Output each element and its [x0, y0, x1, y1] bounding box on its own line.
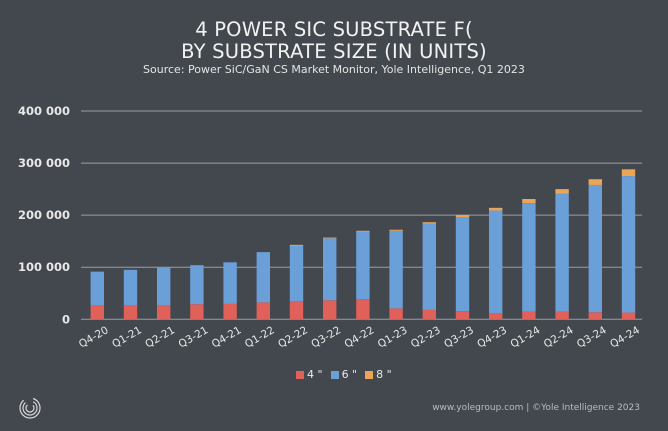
- bar-segment-6in: [356, 231, 370, 300]
- legend-item-6in: 6 ": [330, 368, 358, 381]
- bar-segment-4in: [588, 312, 602, 320]
- footer-credit: www.yolegroup.com | ©Yole Intelligence 2…: [432, 403, 640, 413]
- bar-segment-6in: [522, 203, 536, 312]
- y-tick-label: 0: [62, 312, 70, 326]
- bar-segment-6in: [489, 210, 503, 314]
- bar-segment-8in: [621, 169, 636, 177]
- legend: 4 " 6 " 8 ": [296, 368, 392, 381]
- x-tick-label: Q2-21: [143, 324, 177, 350]
- bar-segment-6in: [455, 216, 470, 312]
- y-tick-label: 300 000: [18, 156, 70, 170]
- x-tick-label: Q3-23: [442, 324, 476, 350]
- x-tick-label: Q2-24: [542, 324, 576, 351]
- bar-segment-4in: [522, 311, 536, 320]
- bar-segment-6in: [90, 271, 104, 305]
- bar-segment-8in: [389, 229, 403, 231]
- bar-segment-8in: [323, 237, 337, 239]
- chart-subtitle: Source: Power SiC/GaN CS Market Monitor,…: [143, 63, 525, 76]
- y-axis-ticks: 0 100 000 200 000 300 000 400 000: [18, 104, 70, 326]
- x-tick-label: Q4-20: [77, 324, 111, 350]
- bar-segment-4in: [356, 299, 370, 320]
- x-tick-label: Q1-23: [376, 324, 410, 350]
- legend-item-8in: 8 ": [365, 368, 392, 381]
- x-tick-label: Q2-23: [409, 324, 443, 350]
- x-tick-label: Q4-23: [475, 324, 509, 350]
- x-tick-label: Q3-22: [309, 324, 343, 350]
- bar-segment-8in: [588, 179, 602, 185]
- legend-swatch-4in: [296, 370, 304, 379]
- legend-label-8in: 8 ": [376, 368, 392, 381]
- bars: [90, 169, 636, 320]
- y-tick-label: 200 000: [18, 208, 70, 222]
- bar-segment-4in: [489, 313, 503, 320]
- bar-segment-4in: [455, 311, 470, 320]
- bar-segment-4in: [389, 308, 403, 320]
- x-axis-ticks: Q4-20 Q1-21 Q2-21 Q3-21 Q4-21 Q1-22 Q2-22 Q3-22…: [77, 324, 642, 351]
- legend-label-6in: 6 ": [341, 368, 358, 381]
- x-tick-label: Q4-24: [608, 324, 642, 351]
- bar-segment-6in: [588, 184, 602, 313]
- bar-segment-6in: [389, 230, 403, 309]
- bar-segment-4in: [123, 304, 138, 320]
- bar-segment-6in: [157, 267, 171, 305]
- bar-segment-6in: [621, 176, 636, 313]
- bar-segment-4in: [289, 301, 304, 320]
- bar-segment-4in: [621, 312, 636, 320]
- bar-segment-4in: [157, 304, 171, 320]
- bar-segment-4in: [422, 309, 436, 320]
- bar-segment-8in: [555, 189, 569, 194]
- x-tick-label: Q1-24: [508, 324, 542, 351]
- y-tick-label: 400 000: [18, 104, 70, 118]
- bar-segment-4in: [323, 300, 337, 320]
- yole-logo-icon: [19, 397, 41, 419]
- x-tick-label: Q3-21: [176, 324, 210, 350]
- bar-segment-4in: [555, 311, 569, 320]
- bar-segment-6in: [223, 262, 237, 304]
- bar-segment-6in: [289, 245, 304, 302]
- bar-segment-6in: [123, 269, 138, 305]
- x-tick-label: Q2-22: [276, 324, 310, 350]
- chart-title-line-1: 4 POWER SIC SUBSTRATE F(: [195, 18, 473, 41]
- bar-segment-4in: [90, 304, 104, 320]
- bar-segment-6in: [256, 252, 270, 303]
- bar-segment-4in: [223, 303, 237, 320]
- legend-item-4in: 4 ": [296, 368, 323, 381]
- bar-segment-8in: [522, 199, 536, 204]
- y-tick-label: 100 000: [18, 260, 70, 274]
- bar-segment-8in: [356, 230, 370, 232]
- bar-segment-6in: [190, 265, 204, 305]
- bar-segment-8in: [489, 207, 503, 211]
- legend-label-4in: 4 ": [307, 368, 323, 381]
- bar-segment-6in: [422, 223, 436, 310]
- x-tick-label: Q4-21: [210, 324, 244, 350]
- chart-title-line-2: BY SUBSTRATE SIZE (IN UNITS): [181, 40, 487, 63]
- bar-segment-6in: [555, 193, 569, 312]
- bar-segment-8in: [455, 215, 470, 217]
- bar-segment-4in: [190, 304, 204, 320]
- legend-swatch-8in: [365, 370, 374, 379]
- x-tick-label: Q1-22: [243, 324, 277, 350]
- bar-segment-8in: [289, 244, 304, 246]
- x-tick-label: Q1-21: [110, 324, 144, 350]
- legend-swatch-6in: [330, 370, 339, 379]
- x-tick-label: Q3-24: [575, 324, 609, 351]
- bar-segment-4in: [256, 302, 270, 320]
- x-tick-label: Q4-22: [342, 324, 376, 350]
- bar-segment-8in: [422, 222, 436, 224]
- bar-segment-6in: [323, 238, 337, 301]
